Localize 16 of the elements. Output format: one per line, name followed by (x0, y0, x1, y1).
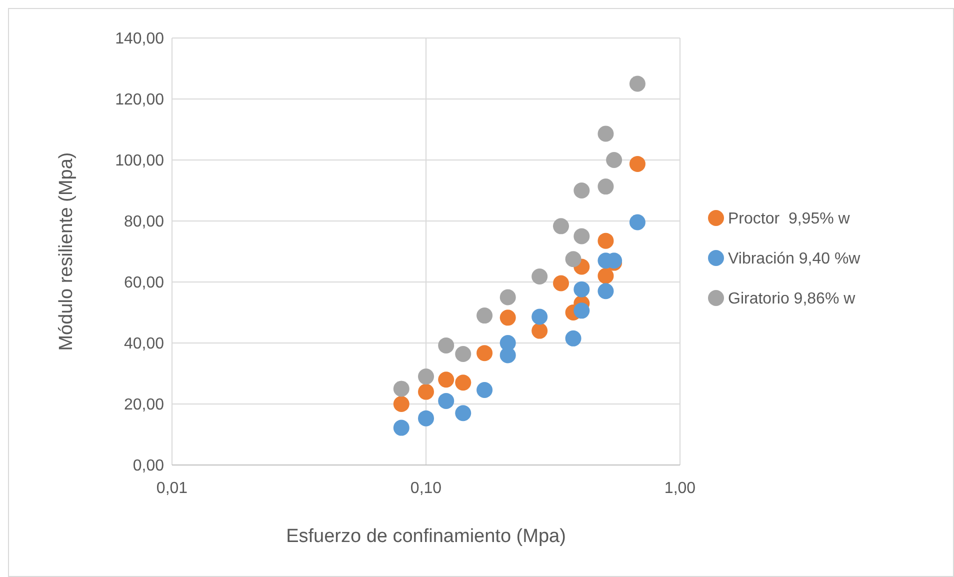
y-tick-label: 80,00 (124, 214, 164, 231)
x-tick-label: 1,00 (664, 480, 696, 497)
y-tick-label: 20,00 (124, 396, 164, 414)
x-tick-label: 0,01 (156, 480, 188, 497)
y-tick-label: 120,00 (115, 92, 164, 109)
x-axis-title: Esfuerzo de confinamiento (Mpa) (286, 526, 566, 547)
y-tick-label: 40,00 (124, 336, 164, 353)
y-tick-label: 0,00 (132, 458, 164, 475)
legend-label: Proctor 9,95% w (728, 210, 850, 228)
x-tick-label: 0,10 (410, 480, 442, 497)
legend-label: Vibración 9,40 %w (728, 250, 861, 268)
y-tick-label: 60,00 (124, 274, 164, 292)
y-tick-label: 100,00 (115, 152, 164, 170)
legend-label: Giratorio 9,86% w (728, 290, 856, 308)
y-tick-label: 140,00 (115, 30, 164, 48)
y-axis-title: Módulo resiliente (Mpa) (56, 152, 77, 351)
